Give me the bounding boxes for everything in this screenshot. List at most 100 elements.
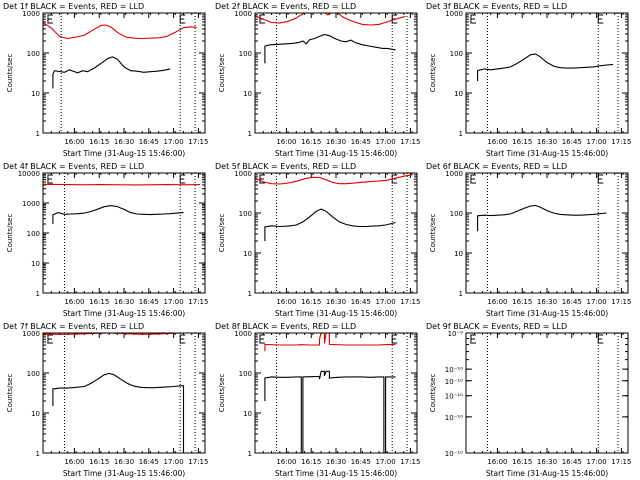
series-line-lld	[255, 13, 406, 26]
y-tick-label: 1	[248, 450, 252, 458]
chart-panel-5: Det 5f BLACK = Events, RED = LLD Counts/s…	[215, 162, 420, 318]
y-tick-label: 1000	[445, 170, 463, 178]
y-axis-label: Counts/sec	[429, 374, 437, 413]
x-tick-label: 17:00	[375, 138, 395, 146]
x-tick-label: 16:30	[326, 458, 346, 466]
y-tick-label: 1	[36, 450, 40, 458]
x-tick-label: 17:15	[400, 138, 420, 146]
x-tick-label: 17:15	[611, 138, 631, 146]
x-tick-label: 17:00	[375, 298, 395, 306]
x-tick-label: 16:15	[89, 458, 109, 466]
plot-frame	[42, 172, 206, 294]
series-line-events	[264, 208, 396, 241]
chart-panel-7: Det 7f BLACK = Events, RED = LLD Counts/s…	[3, 322, 208, 478]
plot-frame	[42, 12, 206, 134]
x-tick-label: 16:15	[512, 298, 532, 306]
y-tick-label: 10⁻¹⁰	[445, 393, 463, 401]
interval-marker	[597, 14, 604, 24]
y-tick-label: 1	[36, 130, 40, 138]
panel-title: Det 9f BLACK = Events, RED = LLD	[426, 322, 567, 331]
x-tick-label: 16:00	[276, 458, 296, 466]
y-tick-label: 1	[248, 130, 252, 138]
x-tick-label: 17:00	[163, 458, 183, 466]
x-tick-label: 17:00	[586, 458, 606, 466]
series-line-events	[52, 372, 185, 453]
x-tick-label: 17:00	[586, 298, 606, 306]
chart-panel-1: Det 1f BLACK = Events, RED = LLD Counts/s…	[3, 2, 208, 158]
x-axis-label: Start Time (31-Aug-15 15:46:00)	[486, 149, 608, 158]
x-tick-label: 16:45	[351, 138, 371, 146]
x-tick-label: 16:30	[114, 458, 134, 466]
y-tick-label: 100	[239, 50, 252, 58]
y-axis-label: Counts/sec	[6, 54, 14, 93]
x-tick-label: 17:00	[163, 138, 183, 146]
x-tick-label: 17:00	[586, 138, 606, 146]
series-line-events	[264, 370, 396, 453]
y-tick-label: 1000	[234, 330, 252, 338]
interval-marker	[259, 174, 265, 184]
y-tick-label: 1000	[22, 10, 40, 18]
x-tick-label: 16:00	[276, 138, 296, 146]
x-tick-label: 16:45	[139, 298, 159, 306]
interval-marker	[179, 174, 186, 184]
x-tick-label: 16:30	[537, 138, 557, 146]
x-tick-label: 16:30	[114, 298, 134, 306]
y-tick-label: 10	[454, 250, 463, 258]
x-tick-label: 16:00	[64, 138, 84, 146]
chart-panel-4: Det 4f BLACK = Events, RED = LLD Counts/s…	[3, 162, 208, 318]
x-tick-label: 16:00	[276, 298, 296, 306]
x-tick-label: 17:15	[611, 458, 631, 466]
y-tick-label: 100	[27, 230, 40, 238]
x-tick-label: 16:00	[64, 298, 84, 306]
interval-marker	[470, 14, 476, 24]
x-tick-label: 16:45	[562, 298, 582, 306]
y-axis-label: Counts/sec	[218, 374, 226, 413]
x-tick-label: 16:15	[301, 298, 321, 306]
y-tick-label: 10⁻¹⁰	[445, 414, 463, 422]
x-tick-label: 16:45	[562, 458, 582, 466]
x-axis-label: Start Time (31-Aug-15 15:46:00)	[275, 469, 397, 478]
x-axis-label: Start Time (31-Aug-15 15:46:00)	[486, 309, 608, 318]
interval-marker	[597, 334, 604, 344]
y-axis-label: Counts/sec	[429, 54, 437, 93]
x-tick-label: 16:00	[64, 458, 84, 466]
interval-marker	[47, 334, 53, 344]
y-axis-label: Counts/sec	[6, 214, 14, 253]
y-tick-label: 10	[31, 90, 40, 98]
series-line-lld	[43, 22, 197, 40]
series-line-events	[477, 53, 614, 81]
interval-marker	[597, 174, 604, 184]
series-line-lld	[43, 183, 201, 186]
x-tick-label: 16:15	[89, 138, 109, 146]
x-tick-label: 16:45	[139, 138, 159, 146]
y-tick-label: 10⁻¹⁰	[445, 366, 463, 374]
x-tick-label: 16:30	[326, 138, 346, 146]
series-line-events	[477, 204, 607, 232]
interval-marker	[179, 14, 186, 24]
y-tick-label: 1	[248, 290, 252, 298]
chart-panel-3: Det 3f BLACK = Events, RED = LLD Counts/s…	[426, 2, 631, 158]
interval-marker	[391, 334, 398, 344]
y-tick-label: 100	[239, 210, 252, 218]
panel-title: Det 7f BLACK = Events, RED = LLD	[3, 322, 144, 331]
y-tick-label: 1	[36, 290, 40, 298]
y-tick-label: 1000	[445, 10, 463, 18]
plot-frame	[465, 12, 629, 134]
panel-title: Det 2f BLACK = Events, RED = LLD	[215, 2, 356, 11]
y-tick-label: 1000	[22, 330, 40, 338]
panel-title: Det 1f BLACK = Events, RED = LLD	[3, 2, 144, 11]
plot-frame	[465, 332, 629, 454]
x-axis-label: Start Time (31-Aug-15 15:46:00)	[486, 469, 608, 478]
series-line-lld	[255, 174, 413, 185]
x-tick-label: 16:45	[351, 298, 371, 306]
y-tick-label: 1000	[22, 200, 40, 208]
interval-marker	[179, 334, 186, 344]
series-line-events	[52, 56, 171, 89]
x-tick-label: 17:15	[188, 138, 208, 146]
x-tick-label: 16:30	[326, 298, 346, 306]
y-tick-label: 1000	[234, 10, 252, 18]
y-tick-label: 100	[27, 50, 40, 58]
y-tick-label: 1000	[234, 170, 252, 178]
y-tick-label: 1	[459, 130, 463, 138]
x-tick-label: 16:15	[512, 138, 532, 146]
